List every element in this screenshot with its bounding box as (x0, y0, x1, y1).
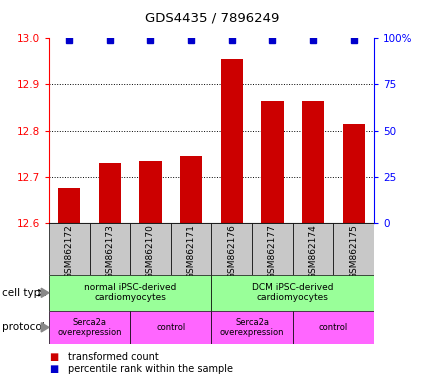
Bar (221, 59, 243, 223)
Text: cell type: cell type (2, 288, 47, 298)
Bar (139, 161, 162, 223)
Bar (49, 223, 90, 275)
Text: GSM862173: GSM862173 (105, 224, 114, 279)
Bar (211, 223, 252, 275)
Bar (211, 275, 374, 311)
Bar (252, 223, 293, 275)
Bar (49, 275, 211, 311)
Bar (211, 311, 293, 344)
Bar (130, 223, 171, 275)
Text: GSM862170: GSM862170 (146, 224, 155, 279)
Text: ■: ■ (49, 364, 58, 374)
Bar (261, 101, 283, 223)
Text: ■: ■ (49, 352, 58, 362)
Text: DCM iPSC-derived
cardiomyocytes: DCM iPSC-derived cardiomyocytes (252, 283, 334, 303)
Text: percentile rank within the sample: percentile rank within the sample (68, 364, 233, 374)
Bar (99, 163, 121, 223)
Bar (90, 223, 130, 275)
Bar (171, 223, 211, 275)
Text: GSM862176: GSM862176 (227, 224, 236, 279)
Text: GSM862174: GSM862174 (309, 224, 317, 279)
Bar (58, 188, 80, 223)
Text: Serca2a
overexpression: Serca2a overexpression (57, 318, 122, 337)
Text: normal iPSC-derived
cardiomyocytes: normal iPSC-derived cardiomyocytes (84, 283, 176, 303)
Text: GSM862172: GSM862172 (65, 224, 74, 279)
Text: control: control (319, 323, 348, 332)
Text: protocol: protocol (2, 322, 45, 333)
Bar (293, 311, 374, 344)
Bar (180, 156, 202, 223)
Text: GSM862175: GSM862175 (349, 224, 358, 279)
Text: GDS4435 / 7896249: GDS4435 / 7896249 (145, 12, 280, 25)
Bar (49, 311, 130, 344)
Text: transformed count: transformed count (68, 352, 159, 362)
Bar (343, 124, 365, 223)
Bar (302, 101, 324, 223)
Bar (130, 311, 211, 344)
Text: control: control (156, 323, 185, 332)
Text: GSM862171: GSM862171 (187, 224, 196, 279)
Text: GSM862177: GSM862177 (268, 224, 277, 279)
Bar (293, 223, 333, 275)
Text: Serca2a
overexpression: Serca2a overexpression (220, 318, 284, 337)
Bar (333, 223, 374, 275)
